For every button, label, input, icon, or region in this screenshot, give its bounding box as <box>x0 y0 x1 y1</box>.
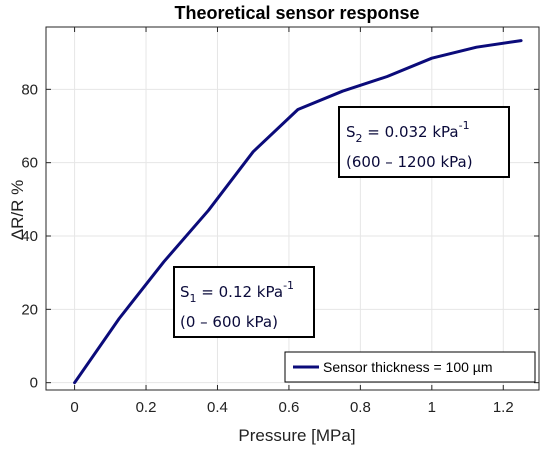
annotation-s2: S2 = 0.032 kPa-1 (600 – 1200 kPa) <box>338 106 510 178</box>
y-tick-label: 0 <box>30 375 38 392</box>
y-tick-label: 20 <box>21 301 38 318</box>
annotation-s1-symbol: S <box>180 283 190 301</box>
chart-title: Theoretical sensor response <box>174 3 419 23</box>
legend-label: Sensor thickness = 100 µm <box>323 359 493 375</box>
annotation-s1-value: = 0.12 kPa <box>197 283 284 301</box>
series-layer <box>73 39 523 385</box>
y-tick-label: 60 <box>21 155 38 172</box>
legend: Sensor thickness = 100 µm <box>284 351 536 383</box>
x-tick-label: 0.6 <box>278 399 299 416</box>
annotation-s1-range: (0 – 600 kPa) <box>180 313 278 331</box>
annotation-s1-slope: S1 = 0.12 kPa-1 <box>180 279 294 305</box>
x-tick-label: 0.8 <box>350 399 371 416</box>
annotation-s1-box <box>173 266 315 338</box>
x-tick-label: 0.4 <box>207 399 228 416</box>
annotation-s2-value: = 0.032 kPa <box>363 123 459 141</box>
y-axis: 0 20 40 60 80 <box>21 81 539 392</box>
x-tick-label: 0 <box>70 399 78 416</box>
x-axis-label: Pressure [MPa] <box>238 426 355 445</box>
series-line-0 <box>73 39 523 385</box>
annotation-s2-symbol: S <box>346 123 356 141</box>
plot-area <box>45 26 540 391</box>
annotation-s2-superscript: -1 <box>459 119 470 132</box>
annotation-s2-box <box>338 106 510 178</box>
x-tick-label: 1.2 <box>493 399 514 416</box>
annotation-s2-range: (600 – 1200 kPa) <box>346 153 473 171</box>
x-axis: 0 0.2 0.4 0.6 0.8 1 1.2 <box>70 27 514 416</box>
legend-box <box>284 351 536 383</box>
annotation-s2-subscript: 2 <box>356 132 363 145</box>
annotation-s2-slope: S2 = 0.032 kPa-1 <box>346 119 470 145</box>
y-axis-label: ΔR/R % <box>8 180 27 240</box>
annotation-s1: S1 = 0.12 kPa-1 (0 – 600 kPa) <box>173 266 315 338</box>
y-tick-label: 80 <box>21 81 38 98</box>
annotation-s1-subscript: 1 <box>190 292 197 305</box>
y-tick-label: 40 <box>21 228 38 245</box>
annotation-s1-superscript: -1 <box>283 279 294 292</box>
x-tick-label: 1 <box>428 399 436 416</box>
x-tick-label: 0.2 <box>136 399 157 416</box>
